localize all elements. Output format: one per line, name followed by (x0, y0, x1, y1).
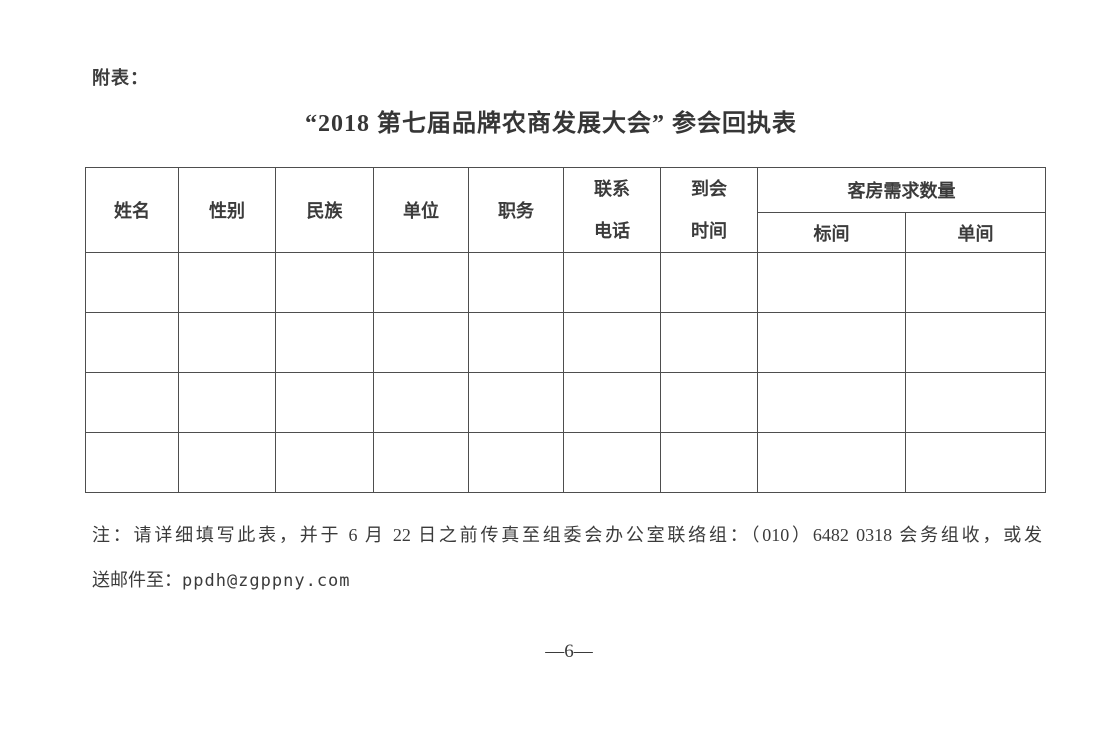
page-title: “2018 第七届品牌农商发展大会” 参会回执表 (305, 111, 797, 137)
table-cell (275, 312, 374, 373)
table-cell (563, 312, 661, 373)
table-cell (468, 432, 564, 493)
table-cell (373, 372, 469, 433)
header-ethnicity: 民族 (275, 167, 374, 253)
table-cell (563, 432, 661, 493)
header-name: 姓名 (85, 167, 179, 253)
table-cell (85, 252, 179, 313)
header-arrival-time-line1: 到会 (691, 179, 727, 199)
table-cell (660, 312, 758, 373)
table-cell (563, 372, 661, 433)
table-cell (468, 312, 564, 373)
table-cell (757, 372, 906, 433)
reply-form-table: 姓名 性别 民族 单位 职务 联系 电话 到会 时间 客房需求数量 标间 单间 (85, 167, 1046, 493)
table-cell (178, 312, 276, 373)
table-cell (275, 372, 374, 433)
header-gender: 性别 (178, 167, 276, 253)
table-cell (373, 432, 469, 493)
header-row-top: 姓名 性别 民族 单位 职务 联系 电话 到会 时间 客房需求数量 (85, 167, 1046, 253)
header-arrival-time: 到会 时间 (660, 167, 758, 253)
table-cell (275, 252, 374, 313)
header-standard-room: 标间 (757, 212, 906, 253)
table-cell (178, 252, 276, 313)
table-cell (178, 432, 276, 493)
table-cell (757, 312, 906, 373)
table-body (85, 252, 1046, 493)
table-row (85, 252, 1046, 313)
table-cell (563, 252, 661, 313)
header-contact-phone-line2: 电话 (594, 221, 630, 241)
header-contact-phone-line1: 联系 (594, 179, 630, 199)
table-cell (373, 252, 469, 313)
attachment-label: 附表： (92, 68, 149, 88)
header-contact-phone: 联系 电话 (563, 167, 661, 253)
email-address: ppdh@zgppny.com (182, 571, 351, 591)
table-cell (757, 432, 906, 493)
table-cell (373, 312, 469, 373)
table-header: 姓名 性别 民族 单位 职务 联系 电话 到会 时间 客房需求数量 标间 单间 (85, 167, 1046, 253)
table-cell (275, 432, 374, 493)
note: 注：请详细填写此表，并于 6 月 22 日之前传真至组委会办公室联络组：（010… (92, 513, 1042, 604)
table-cell (905, 372, 1046, 433)
table-cell (905, 432, 1046, 493)
header-row-sub: 标间 单间 (86, 212, 1046, 253)
table-cell (905, 252, 1046, 313)
header-work-unit: 单位 (373, 167, 469, 253)
header-job-title: 职务 (468, 167, 564, 253)
table-cell (85, 312, 179, 373)
header-single-room: 单间 (905, 212, 1046, 253)
table-cell (178, 372, 276, 433)
header-arrival-time-line2: 时间 (691, 221, 727, 241)
note-line-2-text: 送邮件至： (92, 570, 182, 590)
table-cell (660, 372, 758, 433)
table-cell (660, 252, 758, 313)
note-line-1: 注：请详细填写此表，并于 6 月 22 日之前传真至组委会办公室联络组：（010… (92, 525, 1042, 545)
table-cell (757, 252, 906, 313)
table-cell (468, 252, 564, 313)
table-cell (660, 432, 758, 493)
header-room-demand-group: 客房需求数量 (757, 167, 1046, 213)
note-line-2: 送邮件至：ppdh@zgppny.com (92, 558, 1042, 604)
table-cell (85, 372, 179, 433)
page-number: —6— (545, 641, 593, 662)
table-cell (85, 432, 179, 493)
table-row (85, 372, 1046, 433)
table-row (85, 312, 1046, 373)
table-row (85, 432, 1046, 493)
table-cell (468, 372, 564, 433)
table-cell (905, 312, 1046, 373)
